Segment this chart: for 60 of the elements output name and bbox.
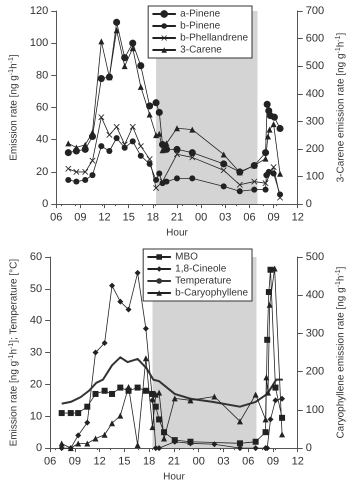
legend-label: b-Phellandrene (180, 32, 248, 44)
y-tick-label: 60 (36, 102, 48, 114)
y-tick-label: 100 (30, 37, 48, 50)
x-tick-label: 00 (195, 212, 208, 224)
x-tick-label: 09 (74, 212, 87, 224)
y2-tick-label: 600 (306, 32, 324, 45)
x-tick-label: 21 (170, 212, 184, 224)
legend-label: 1,8-Cineole (175, 264, 227, 274)
y-tick-label: 0 (42, 198, 48, 210)
x-tick-label: 03 (219, 212, 232, 224)
x-tick-label: 06 (50, 212, 62, 224)
y-tick-label: 40 (30, 314, 42, 327)
x-tick-label: 18 (146, 212, 159, 224)
x-tick-label: 06 (243, 212, 256, 224)
x-tick-label: 06 (242, 456, 254, 468)
y2-tick-label: 100 (306, 170, 324, 183)
y2-tick-label: 400 (306, 88, 324, 100)
legend-label: MBO (175, 252, 198, 262)
y-tick-label: 20 (30, 378, 42, 390)
x-tick-label: 15 (118, 456, 131, 468)
x-tick-label: 03 (217, 456, 230, 468)
y-tick-label: 50 (30, 282, 42, 295)
legend-label: Temperature (175, 276, 232, 286)
y2-tick-label: 700 (306, 5, 324, 17)
legend-label: b-Caryophyllene (175, 288, 248, 298)
y2-tick-label: 0 (306, 198, 312, 210)
x-tick-label: 09 (266, 456, 280, 468)
x-tick-label: 12 (98, 212, 111, 224)
x-tick-label: 18 (143, 456, 156, 468)
x-tick-label: 06 (44, 456, 56, 468)
x-tick-label: 09 (68, 456, 82, 468)
y2-tick-label: 200 (306, 366, 324, 378)
legend-label: 3-Carene (180, 44, 222, 56)
y2-tick-label: 400 (306, 289, 324, 302)
y2-tick-label: 500 (306, 60, 324, 72)
y2-tick-label: 300 (306, 115, 324, 128)
y-tick-label: 10 (30, 410, 42, 422)
y2-tick-label: 200 (306, 142, 324, 155)
y-tick-label: 20 (36, 166, 48, 178)
y-tick-label: 120 (30, 5, 48, 17)
y-tick-label: 30 (30, 346, 42, 359)
x-axis-title: Hour (166, 228, 188, 238)
x-tick-label: 21 (168, 456, 180, 468)
x-tick-label: 00 (192, 456, 205, 468)
legend-label: b-Pinene (180, 20, 221, 32)
y-tick-label: 80 (36, 69, 48, 82)
y-tick-label: 0 (36, 442, 42, 454)
x-tick-label: 15 (122, 212, 135, 224)
x-tick-label: 12 (292, 212, 304, 224)
y2-tick-label: 0 (306, 442, 312, 454)
y2-tick-label: 100 (306, 404, 324, 416)
x-tick-label: 12 (292, 456, 304, 468)
x-tick-label: 09 (267, 212, 280, 224)
x-axis-title: Hour (163, 472, 186, 482)
y2-tick-label: 500 (306, 251, 324, 263)
x-tick-label: 12 (94, 456, 106, 468)
y2-tick-label: 300 (306, 327, 324, 340)
y-tick-label: 60 (30, 251, 42, 263)
y-tick-label: 40 (36, 134, 48, 146)
legend-label: a-Pinene (180, 8, 221, 20)
